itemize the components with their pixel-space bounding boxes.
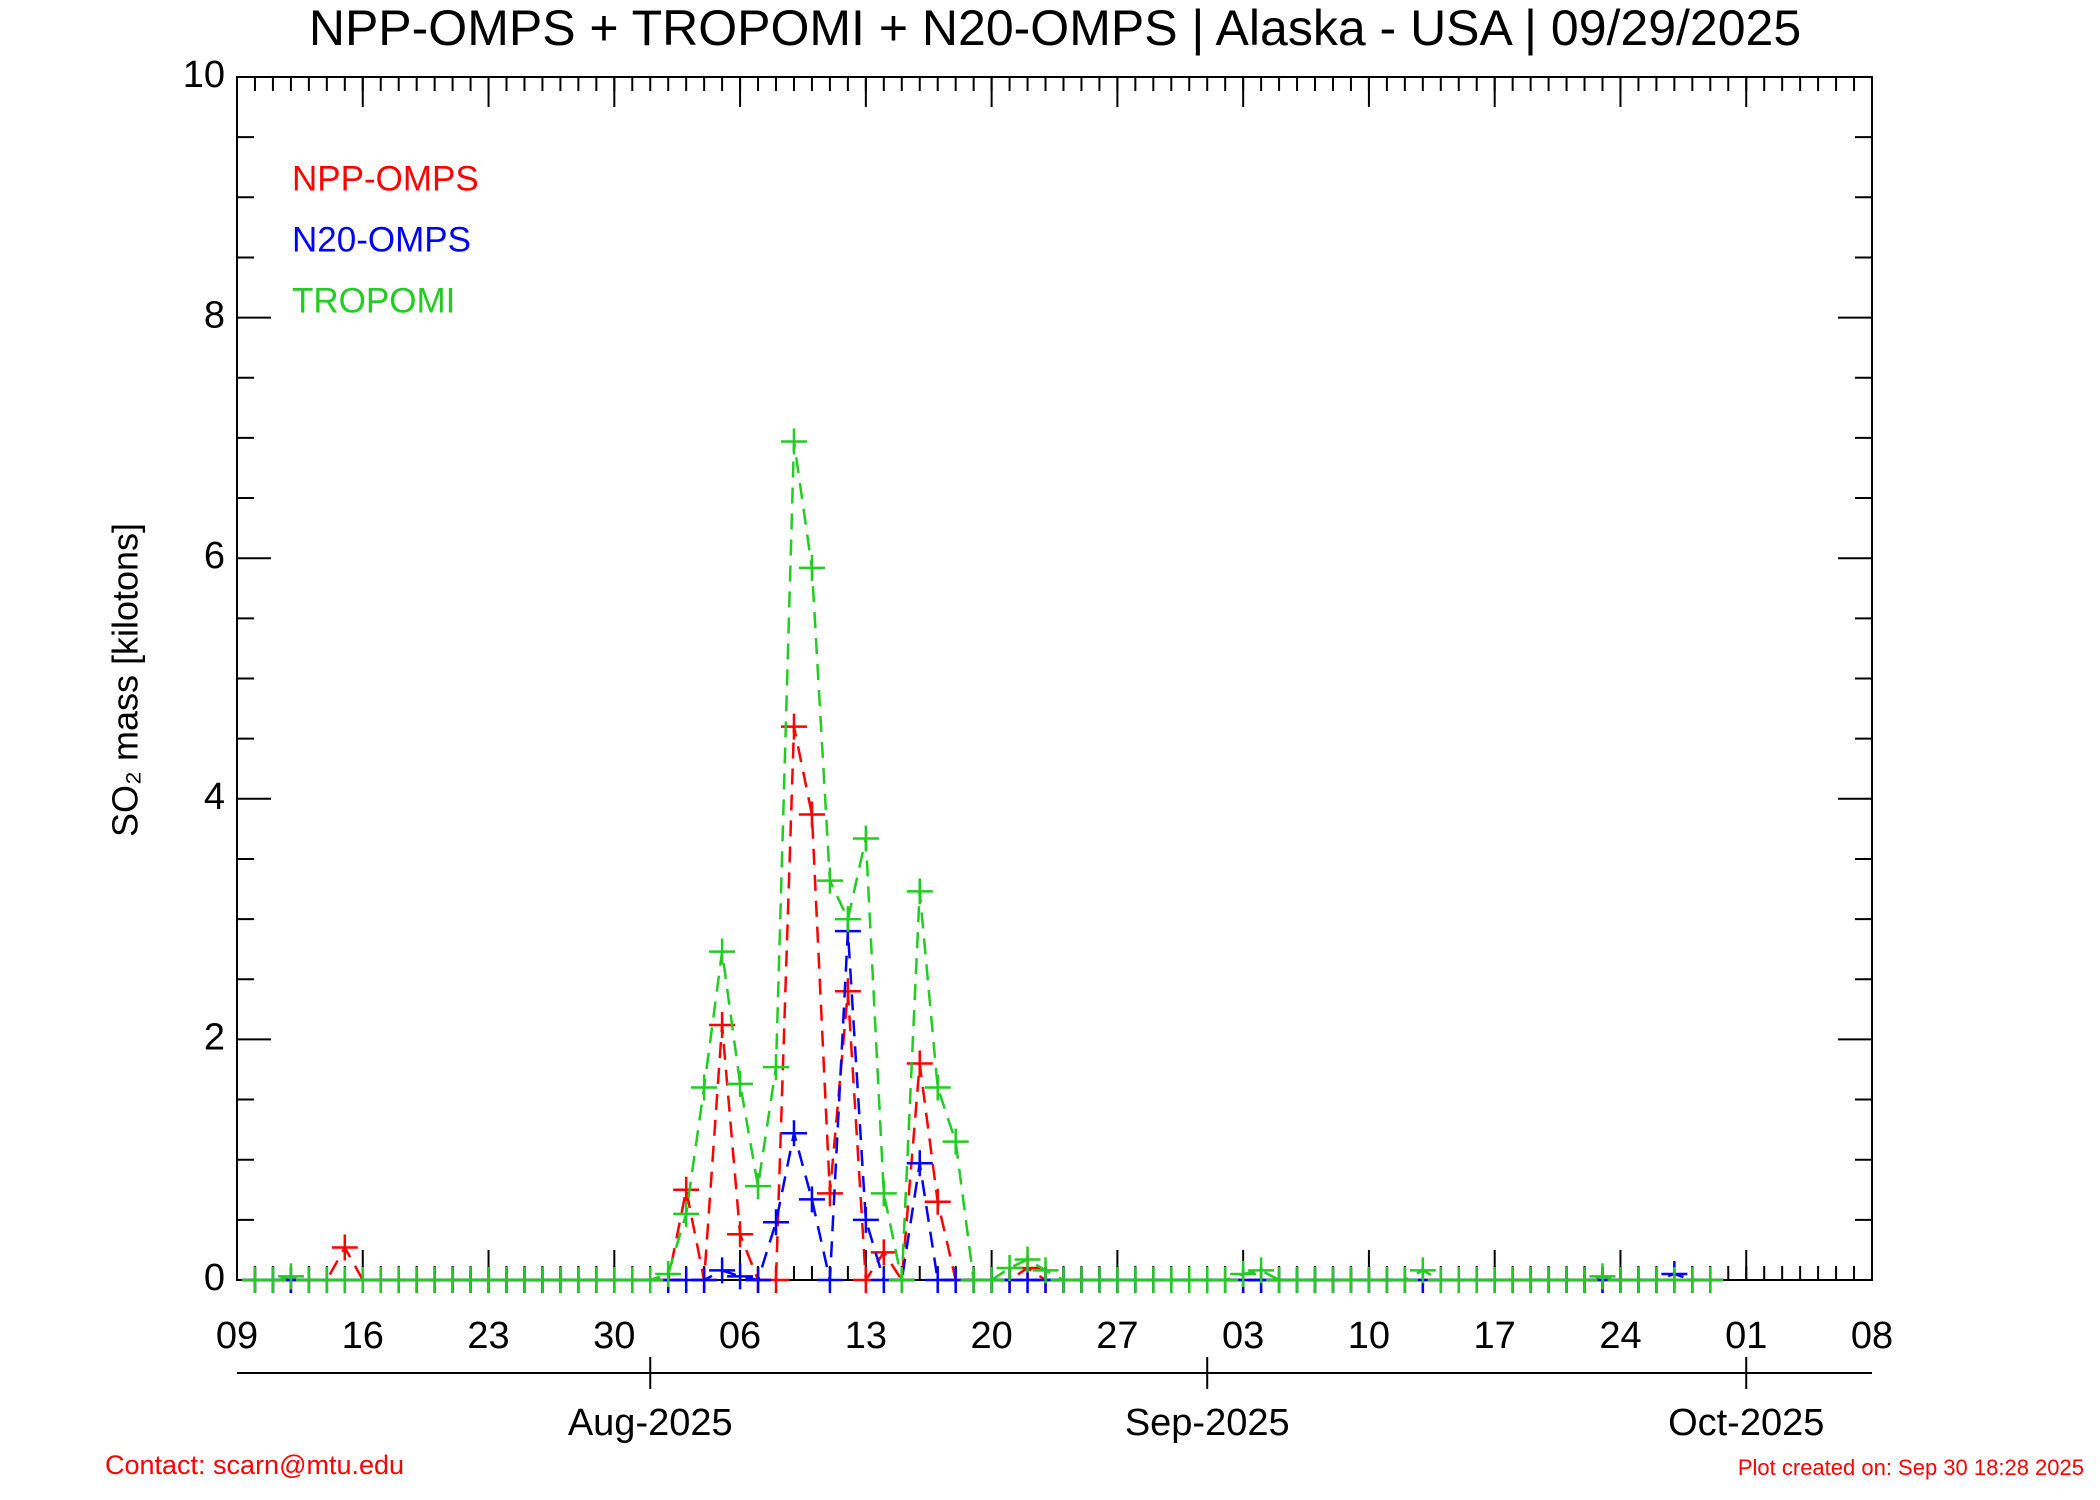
month-label: Aug-2025 — [568, 1402, 733, 1444]
point-marker — [834, 978, 861, 1005]
point-marker — [798, 554, 825, 581]
contact: Contact: scarn@mtu.edu — [105, 1450, 404, 1480]
point-marker — [709, 1011, 736, 1038]
x-tick-label: 20 — [970, 1315, 1012, 1357]
month-label: Sep-2025 — [1125, 1402, 1290, 1444]
x-tick-label: 23 — [467, 1315, 509, 1357]
point-marker — [798, 1186, 825, 1213]
point-marker — [816, 1267, 843, 1293]
month-label: Oct-2025 — [1668, 1402, 1824, 1444]
legend-entry: TROPOMI — [292, 281, 455, 320]
point-marker — [727, 1221, 754, 1248]
x-tick-label: 27 — [1096, 1315, 1138, 1357]
point-marker — [780, 1120, 807, 1147]
point-marker — [1212, 1267, 1239, 1293]
point-marker — [870, 1239, 897, 1266]
point-marker — [673, 1176, 700, 1203]
point-marker — [1409, 1257, 1436, 1284]
point-marker — [763, 1054, 790, 1081]
created-note: Plot created on: Sep 30 18:28 2025 — [1738, 1455, 2084, 1480]
point-marker — [906, 1150, 933, 1177]
point-marker — [816, 867, 843, 894]
point-marker — [852, 825, 879, 852]
point-marker — [834, 906, 861, 933]
point-marker — [924, 1074, 951, 1101]
point-marker — [331, 1234, 358, 1261]
point-marker — [1248, 1257, 1275, 1284]
point-marker — [1230, 1260, 1257, 1287]
point-marker — [996, 1254, 1023, 1281]
x-tick-label: 08 — [1851, 1315, 1893, 1357]
point-marker — [673, 1200, 700, 1227]
x-tick-label: 17 — [1474, 1315, 1516, 1357]
y-tick-label: 4 — [204, 776, 225, 818]
point-marker — [691, 1267, 718, 1293]
x-tick-label: 06 — [719, 1315, 761, 1357]
point-marker — [852, 1206, 879, 1233]
point-marker — [691, 1074, 718, 1101]
point-marker — [1589, 1263, 1616, 1290]
x-tick-label: 01 — [1725, 1315, 1767, 1357]
point-marker — [978, 1267, 1005, 1293]
point-marker — [870, 1180, 897, 1207]
y-tick-label: 2 — [204, 1016, 225, 1058]
point-marker — [727, 1263, 754, 1290]
point-marker — [709, 1257, 736, 1284]
point-marker — [277, 1263, 304, 1290]
point-marker — [798, 801, 825, 828]
point-marker — [1697, 1267, 1724, 1293]
legend-entry: NPP-OMPS — [292, 159, 479, 198]
point-marker — [745, 1173, 772, 1200]
point-marker — [906, 878, 933, 905]
y-axis-label: SO₂ mass [kilotons] — [105, 523, 146, 837]
point-marker — [763, 1209, 790, 1236]
x-tick-label: 03 — [1222, 1315, 1264, 1357]
point-marker — [259, 1267, 286, 1293]
chart-title: NPP-OMPS + TROPOMI + N20-OMPS | Alaska -… — [309, 0, 1801, 56]
legend-entry: N20-OMPS — [292, 220, 471, 259]
x-tick-label: 24 — [1599, 1315, 1641, 1357]
x-tick-label: 30 — [593, 1315, 635, 1357]
x-tick-label: 09 — [216, 1315, 258, 1357]
x-tick-label: 13 — [845, 1315, 887, 1357]
point-marker — [888, 1267, 915, 1293]
point-marker — [1032, 1257, 1059, 1284]
point-marker — [1014, 1246, 1041, 1273]
point-marker — [745, 1267, 772, 1293]
y-tick-label: 0 — [204, 1257, 225, 1299]
x-tick-label: 16 — [342, 1315, 384, 1357]
point-marker — [1391, 1267, 1418, 1293]
y-tick-label: 6 — [204, 535, 225, 577]
x-tick-label: 10 — [1348, 1315, 1390, 1357]
y-tick-label: 10 — [183, 54, 225, 96]
point-marker — [942, 1128, 969, 1155]
y-tick-label: 8 — [204, 295, 225, 337]
point-marker — [780, 428, 807, 455]
point-marker — [816, 1180, 843, 1207]
point-marker — [924, 1188, 951, 1215]
point-marker — [655, 1260, 682, 1287]
point-marker — [727, 1070, 754, 1097]
point-marker — [637, 1267, 664, 1293]
point-marker — [709, 938, 736, 965]
point-marker — [1571, 1267, 1598, 1293]
